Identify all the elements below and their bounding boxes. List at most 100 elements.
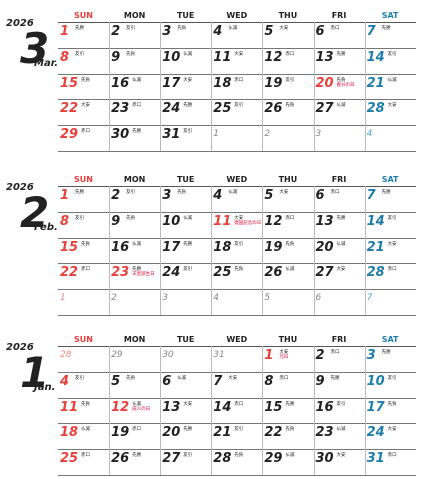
day-cell[interactable]: 5 大安 <box>262 23 313 48</box>
day-cell[interactable]: 22 先負 <box>262 424 313 449</box>
day-cell[interactable]: 8 友引 <box>58 49 109 74</box>
day-cell[interactable]: 22 赤口 <box>58 264 109 289</box>
day-cell[interactable]: 18 仏滅 <box>58 424 109 449</box>
day-cell[interactable]: 8 赤口 <box>262 373 313 398</box>
day-cell[interactable]: 2 <box>109 290 160 315</box>
day-cell[interactable]: 6 赤口 <box>314 23 365 48</box>
day-cell[interactable]: 2 赤口 <box>314 347 365 372</box>
day-cell[interactable]: 24 先勝 <box>160 100 211 125</box>
day-cell[interactable]: 14 友引 <box>365 213 416 238</box>
day-cell[interactable]: 4 仏滅 <box>211 187 262 212</box>
day-cell[interactable]: 1 先勝 <box>58 23 109 48</box>
day-cell[interactable]: 17 先勝 <box>160 239 211 264</box>
day-cell[interactable]: 26 先負 <box>262 100 313 125</box>
day-cell[interactable]: 14 友引 <box>365 49 416 74</box>
day-cell[interactable]: 30 大安 <box>314 450 365 475</box>
day-cell[interactable]: 4 友引 <box>58 373 109 398</box>
day-cell[interactable]: 13 先勝 <box>314 49 365 74</box>
day-cell[interactable]: 27 仏滅 <box>314 100 365 125</box>
day-cell[interactable]: 29 仏滅 <box>262 450 313 475</box>
day-cell[interactable]: 11 大安 建国記念の日 <box>211 213 262 238</box>
day-cell[interactable]: 7 先勝 <box>365 23 416 48</box>
day-cell[interactable]: 25 友引 <box>211 100 262 125</box>
day-cell[interactable]: 29 赤口 <box>58 126 109 151</box>
day-cell[interactable]: 2 <box>262 126 313 151</box>
day-cell[interactable]: 25 赤口 <box>58 450 109 475</box>
day-cell[interactable]: 17 大安 <box>160 75 211 100</box>
day-cell[interactable]: 7 大安 <box>211 373 262 398</box>
day-cell[interactable]: 3 <box>160 290 211 315</box>
day-cell[interactable]: 18 赤口 <box>211 75 262 100</box>
day-cell[interactable]: 3 <box>314 126 365 151</box>
day-cell[interactable]: 16 友引 <box>314 399 365 424</box>
day-cell[interactable]: 31 <box>211 347 262 372</box>
day-cell[interactable]: 2 友引 <box>109 23 160 48</box>
day-cell[interactable]: 1 先勝 <box>58 187 109 212</box>
day-cell[interactable]: 18 友引 <box>211 239 262 264</box>
day-cell[interactable]: 4 仏滅 <box>211 23 262 48</box>
day-cell[interactable]: 9 先負 <box>109 49 160 74</box>
day-cell[interactable]: 7 <box>365 290 416 315</box>
day-cell[interactable]: 13 先勝 <box>314 213 365 238</box>
day-cell[interactable]: 21 大安 <box>365 239 416 264</box>
day-cell[interactable]: 11 先負 <box>58 399 109 424</box>
day-cell[interactable]: 26 先勝 <box>109 450 160 475</box>
day-cell[interactable]: 31 赤口 <box>365 450 416 475</box>
day-cell[interactable]: 28 先負 <box>211 450 262 475</box>
day-cell[interactable]: 12 赤口 <box>262 49 313 74</box>
day-cell[interactable]: 16 仏滅 <box>109 239 160 264</box>
day-cell[interactable]: 10 仏滅 <box>160 213 211 238</box>
day-cell[interactable]: 4 <box>211 290 262 315</box>
day-cell[interactable]: 23 仏滅 <box>314 424 365 449</box>
day-cell[interactable]: 10 友引 <box>365 373 416 398</box>
day-cell[interactable]: 3 先勝 <box>365 347 416 372</box>
day-cell[interactable]: 1 <box>58 290 109 315</box>
day-cell[interactable]: 6 赤口 <box>314 187 365 212</box>
day-cell[interactable]: 12 赤口 <box>262 213 313 238</box>
day-cell[interactable]: 22 大安 <box>58 100 109 125</box>
day-cell[interactable]: 26 仏滅 <box>262 264 313 289</box>
day-cell[interactable]: 23 先勝 天皇誕生日 <box>109 264 160 289</box>
day-cell[interactable]: 6 仏滅 <box>160 373 211 398</box>
day-cell[interactable]: 7 先勝 <box>365 187 416 212</box>
day-cell[interactable]: 19 先負 <box>262 239 313 264</box>
day-cell[interactable]: 28 大安 <box>365 100 416 125</box>
day-cell[interactable]: 30 先勝 <box>109 126 160 151</box>
day-cell[interactable]: 14 赤口 <box>211 399 262 424</box>
day-cell[interactable]: 21 仏滅 <box>365 75 416 100</box>
day-cell[interactable]: 15 先負 <box>58 75 109 100</box>
day-cell[interactable]: 2 友引 <box>109 187 160 212</box>
day-cell[interactable]: 12 仏滅 成人の日 <box>109 399 160 424</box>
day-cell[interactable]: 1 <box>211 126 262 151</box>
day-cell[interactable]: 17 先負 <box>365 399 416 424</box>
day-cell[interactable]: 30 <box>160 347 211 372</box>
day-cell[interactable]: 15 先勝 <box>262 399 313 424</box>
day-cell[interactable]: 10 仏滅 <box>160 49 211 74</box>
day-cell[interactable]: 15 先負 <box>58 239 109 264</box>
day-cell[interactable]: 20 先勝 <box>160 424 211 449</box>
day-cell[interactable]: 19 赤口 <box>109 424 160 449</box>
day-cell[interactable]: 19 友引 <box>262 75 313 100</box>
day-cell[interactable]: 11 大安 <box>211 49 262 74</box>
day-cell[interactable]: 5 大安 <box>262 187 313 212</box>
day-cell[interactable]: 9 先負 <box>109 213 160 238</box>
day-cell[interactable]: 21 友引 <box>211 424 262 449</box>
day-cell[interactable]: 31 友引 <box>160 126 211 151</box>
day-cell[interactable]: 5 先負 <box>109 373 160 398</box>
day-cell[interactable]: 8 友引 <box>58 213 109 238</box>
day-cell[interactable]: 24 友引 <box>160 264 211 289</box>
day-cell[interactable]: 3 先負 <box>160 187 211 212</box>
day-cell[interactable]: 16 仏滅 <box>109 75 160 100</box>
day-cell[interactable]: 24 大安 <box>365 424 416 449</box>
day-cell[interactable]: 29 <box>109 347 160 372</box>
day-cell[interactable]: 28 <box>58 347 109 372</box>
day-cell[interactable]: 3 先負 <box>160 23 211 48</box>
day-cell[interactable]: 25 先負 <box>211 264 262 289</box>
day-cell[interactable]: 23 赤口 <box>109 100 160 125</box>
day-cell[interactable]: 27 友引 <box>160 450 211 475</box>
day-cell[interactable]: 27 大安 <box>314 264 365 289</box>
day-cell[interactable]: 6 <box>314 290 365 315</box>
day-cell[interactable]: 20 先負 春分の日 <box>314 75 365 100</box>
day-cell[interactable]: 13 大安 <box>160 399 211 424</box>
day-cell[interactable]: 20 仏滅 <box>314 239 365 264</box>
